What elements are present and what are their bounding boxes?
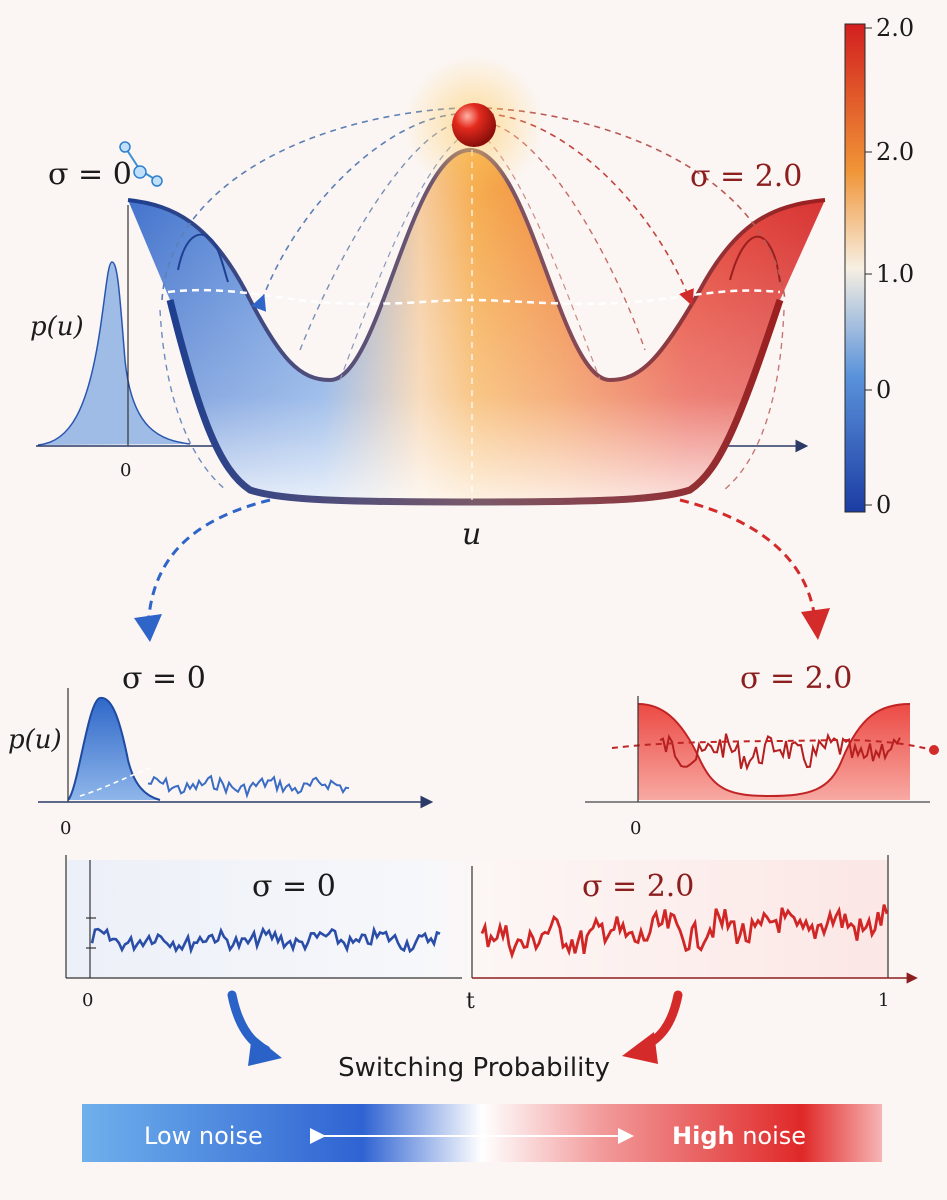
ts-left-title: σ = 0 bbox=[252, 869, 336, 904]
mid-right-double-well-curve bbox=[637, 703, 911, 798]
low-noise-label: Low noise bbox=[144, 1122, 263, 1150]
particle-ball bbox=[452, 103, 496, 147]
ts-low-noise-trace bbox=[90, 925, 441, 955]
arrow-head-red bbox=[801, 608, 830, 640]
colorbar-tick-label: 2.0 bbox=[876, 14, 914, 42]
mid-left-tick-zero: 0 bbox=[60, 818, 71, 839]
time-series-panel: σ = 0 σ = 2.0 0 t 1 bbox=[65, 855, 918, 1014]
mid-right-tick-zero: 0 bbox=[630, 818, 641, 839]
colorbar-tick-label: 0 bbox=[876, 376, 891, 404]
mid-left-pdf-fill bbox=[68, 697, 160, 800]
left-rim-bump bbox=[177, 233, 229, 283]
mid-right-dashed-curve bbox=[611, 738, 933, 751]
switch-arrow-red-head bbox=[622, 1032, 658, 1064]
arrow-to-high-noise-panel bbox=[679, 498, 817, 621]
switch-arrow-blue-head bbox=[248, 1034, 282, 1066]
high-noise-label: High noise bbox=[672, 1122, 806, 1150]
mid-left-ylabel: p(u) bbox=[8, 725, 62, 755]
potential-well-panel: σ = 0 σ = 2.0 p(u) 0 u bbox=[30, 55, 826, 552]
high-noise-suffix: noise bbox=[735, 1122, 806, 1150]
time-series-background bbox=[66, 860, 888, 978]
top-tick-zero: 0 bbox=[120, 460, 131, 481]
well-surface-fade bbox=[128, 150, 825, 502]
mean-dashed-curve bbox=[167, 288, 781, 306]
mid-right-noise-trace bbox=[659, 732, 901, 772]
ts-tick-t: t bbox=[466, 989, 475, 1014]
ts-right-title: σ = 2.0 bbox=[582, 869, 694, 904]
colorbar: 2.0 2.0 1.0 0 0 bbox=[844, 14, 914, 519]
top-left-pdf-fill bbox=[38, 262, 190, 445]
ts-tick-one: 1 bbox=[878, 990, 889, 1011]
colorbar-gradient bbox=[844, 23, 866, 513]
top-ylabel: p(u) bbox=[30, 312, 84, 342]
colorbar-tick-label: 2.0 bbox=[876, 138, 914, 166]
mid-left-noise-trace bbox=[147, 774, 350, 799]
high-noise-bold: High bbox=[672, 1122, 735, 1150]
mid-left-panel: σ = 0 p(u) 0 bbox=[8, 661, 434, 839]
ts-high-noise-trace bbox=[480, 904, 889, 960]
mid-left-dashed-curve bbox=[79, 767, 151, 797]
colorbar-tick-label: 1.0 bbox=[876, 260, 914, 288]
mid-left-title: σ = 0 bbox=[122, 661, 206, 696]
mid-right-panel: σ = 2.0 0 bbox=[585, 661, 939, 839]
top-sigma-right-label: σ = 2.0 bbox=[690, 159, 802, 194]
ts-tick-zero: 0 bbox=[82, 990, 93, 1011]
molecule-icon bbox=[119, 141, 163, 187]
switching-probability-label: Switching Probability bbox=[338, 1053, 610, 1083]
mid-right-double-well-fill bbox=[638, 704, 910, 800]
well-bottom-edge bbox=[166, 298, 784, 506]
top-sigma-left-label: σ = 0 bbox=[48, 157, 132, 192]
mid-left-pdf-curve bbox=[67, 696, 161, 801]
colorbar-tick-label: 0 bbox=[876, 491, 891, 519]
mid-right-title: σ = 2.0 bbox=[740, 661, 852, 696]
switching-section: Switching Probability bbox=[227, 990, 683, 1083]
top-xlabel: u bbox=[462, 517, 481, 552]
noise-scale-bar: Low noise High noise bbox=[82, 1104, 882, 1162]
arrow-to-low-noise-panel bbox=[146, 498, 271, 631]
arrow-head-blue bbox=[134, 614, 162, 642]
top-left-pdf-curve bbox=[37, 261, 191, 446]
mid-right-end-dot bbox=[929, 745, 939, 755]
